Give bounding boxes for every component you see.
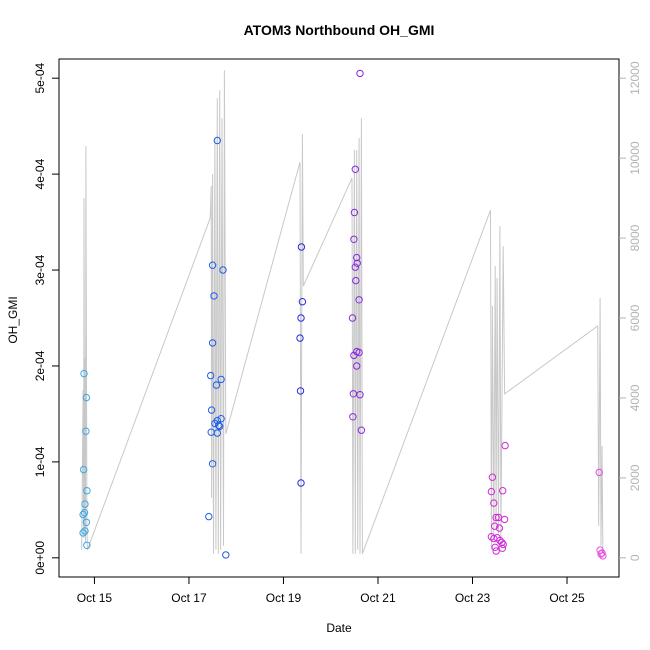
data-point — [212, 381, 221, 389]
data-point — [81, 527, 89, 535]
y-axis-label: OH_GMI — [6, 296, 20, 343]
data-point — [82, 393, 91, 402]
data-point — [82, 518, 91, 526]
data-point — [598, 549, 606, 557]
y2-tick-label: 2000 — [628, 464, 642, 491]
data-point — [353, 259, 361, 267]
x-tick-label: Oct 21 — [360, 591, 396, 605]
data-point — [491, 543, 499, 551]
data-point — [492, 547, 500, 555]
data-point — [219, 266, 227, 274]
data-point — [216, 422, 224, 431]
data-point — [207, 371, 215, 380]
data-point — [349, 413, 357, 421]
y-tick-label: 1e-04 — [33, 446, 47, 477]
data-point — [499, 540, 507, 549]
x-axis-label: Date — [326, 621, 352, 635]
data-point — [498, 538, 506, 547]
data-point — [490, 499, 498, 507]
data-point — [297, 243, 306, 251]
data-point — [217, 375, 225, 384]
data-point — [213, 136, 222, 145]
data-point — [208, 460, 217, 468]
data-point — [350, 351, 358, 360]
data-point — [298, 298, 307, 306]
x-tick-label: Oct 19 — [266, 591, 302, 605]
data-point — [350, 235, 358, 244]
data-point — [487, 533, 496, 541]
data-point — [207, 428, 215, 436]
data-point — [501, 441, 509, 450]
data-point — [296, 334, 304, 342]
x-tick-label: Oct 17 — [171, 591, 207, 605]
y2-tick-label: 6000 — [628, 304, 642, 331]
x-tick-label: Oct 23 — [455, 591, 491, 605]
y-axis: 0e+00 1e-04 2e-04 3e-04 4e-04 5e-04 — [33, 63, 59, 575]
data-point — [215, 421, 223, 430]
y2-tick-label: 0 — [628, 554, 642, 561]
data-point — [488, 473, 497, 481]
data-point — [491, 522, 499, 530]
chart-title: ATOM3 Northbound OH_GMI — [244, 22, 435, 38]
data-point — [356, 391, 364, 399]
data-point — [498, 544, 506, 552]
y2-tick-label: 4000 — [628, 384, 642, 411]
data-point — [355, 296, 363, 304]
y-tick-label: 2e-04 — [33, 350, 47, 381]
data-point — [210, 292, 218, 300]
data-point — [205, 512, 213, 521]
y2-tick-label: 8000 — [628, 224, 642, 251]
data-point — [83, 487, 91, 495]
data-point — [207, 406, 216, 414]
data-point — [348, 314, 357, 322]
data-point — [492, 513, 500, 522]
data-point — [495, 524, 504, 532]
y-tick-label: 0e+00 — [33, 541, 47, 575]
data-point — [79, 529, 87, 537]
y-tick-label: 4e-04 — [33, 158, 47, 189]
plot-frame — [58, 58, 620, 578]
data-point — [351, 165, 359, 174]
x-axis: Oct 15 Oct 17 Oct 19 Oct 21 Oct 23 Oct 25 — [77, 576, 585, 605]
data-point — [597, 550, 605, 558]
altitude-line — [81, 70, 604, 554]
data-point — [296, 387, 305, 395]
data-point — [357, 426, 366, 434]
y2-tick-label: 12000 — [628, 61, 642, 95]
data-point — [351, 263, 359, 271]
data-point — [217, 415, 225, 423]
data-point — [83, 541, 91, 549]
data-point — [79, 510, 87, 519]
data-point — [213, 429, 222, 437]
x-tick-label: Oct 15 — [77, 591, 113, 605]
data-point — [356, 69, 364, 78]
data-point — [208, 339, 217, 347]
data-point — [297, 479, 305, 487]
data-point — [487, 487, 496, 496]
data-point — [499, 487, 507, 495]
secondary-y-axis: 0 2000 4000 6000 8000 10000 12000 — [619, 61, 642, 561]
data-point — [353, 253, 361, 262]
data-point — [222, 551, 230, 559]
y2-tick-label: 10000 — [628, 141, 642, 175]
data-point — [599, 552, 607, 560]
data-point — [80, 509, 89, 517]
data-point — [595, 468, 603, 477]
data-point — [353, 362, 361, 370]
data-point — [350, 208, 359, 217]
data-point — [82, 427, 90, 435]
data-point — [208, 261, 217, 269]
data-point — [352, 276, 360, 285]
y-tick-label: 3e-04 — [33, 254, 47, 285]
data-point — [297, 314, 305, 322]
data-point — [80, 369, 88, 378]
points-layer — [79, 69, 607, 560]
y-tick-label: 5e-04 — [33, 63, 47, 94]
data-point — [79, 465, 88, 474]
x-tick-label: Oct 25 — [549, 591, 585, 605]
altitude-layer — [81, 70, 604, 554]
data-point — [500, 515, 509, 524]
data-point — [81, 500, 89, 508]
